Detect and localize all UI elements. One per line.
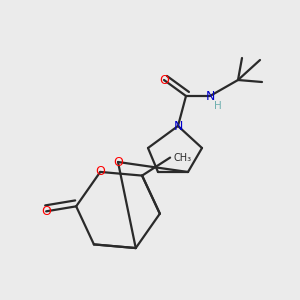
Text: O: O bbox=[41, 205, 51, 218]
Text: O: O bbox=[159, 74, 169, 86]
Text: CH₃: CH₃ bbox=[173, 153, 191, 163]
Text: N: N bbox=[205, 89, 215, 103]
Text: O: O bbox=[113, 155, 123, 169]
Text: O: O bbox=[95, 165, 105, 178]
Text: N: N bbox=[173, 119, 183, 133]
Text: H: H bbox=[214, 101, 222, 111]
